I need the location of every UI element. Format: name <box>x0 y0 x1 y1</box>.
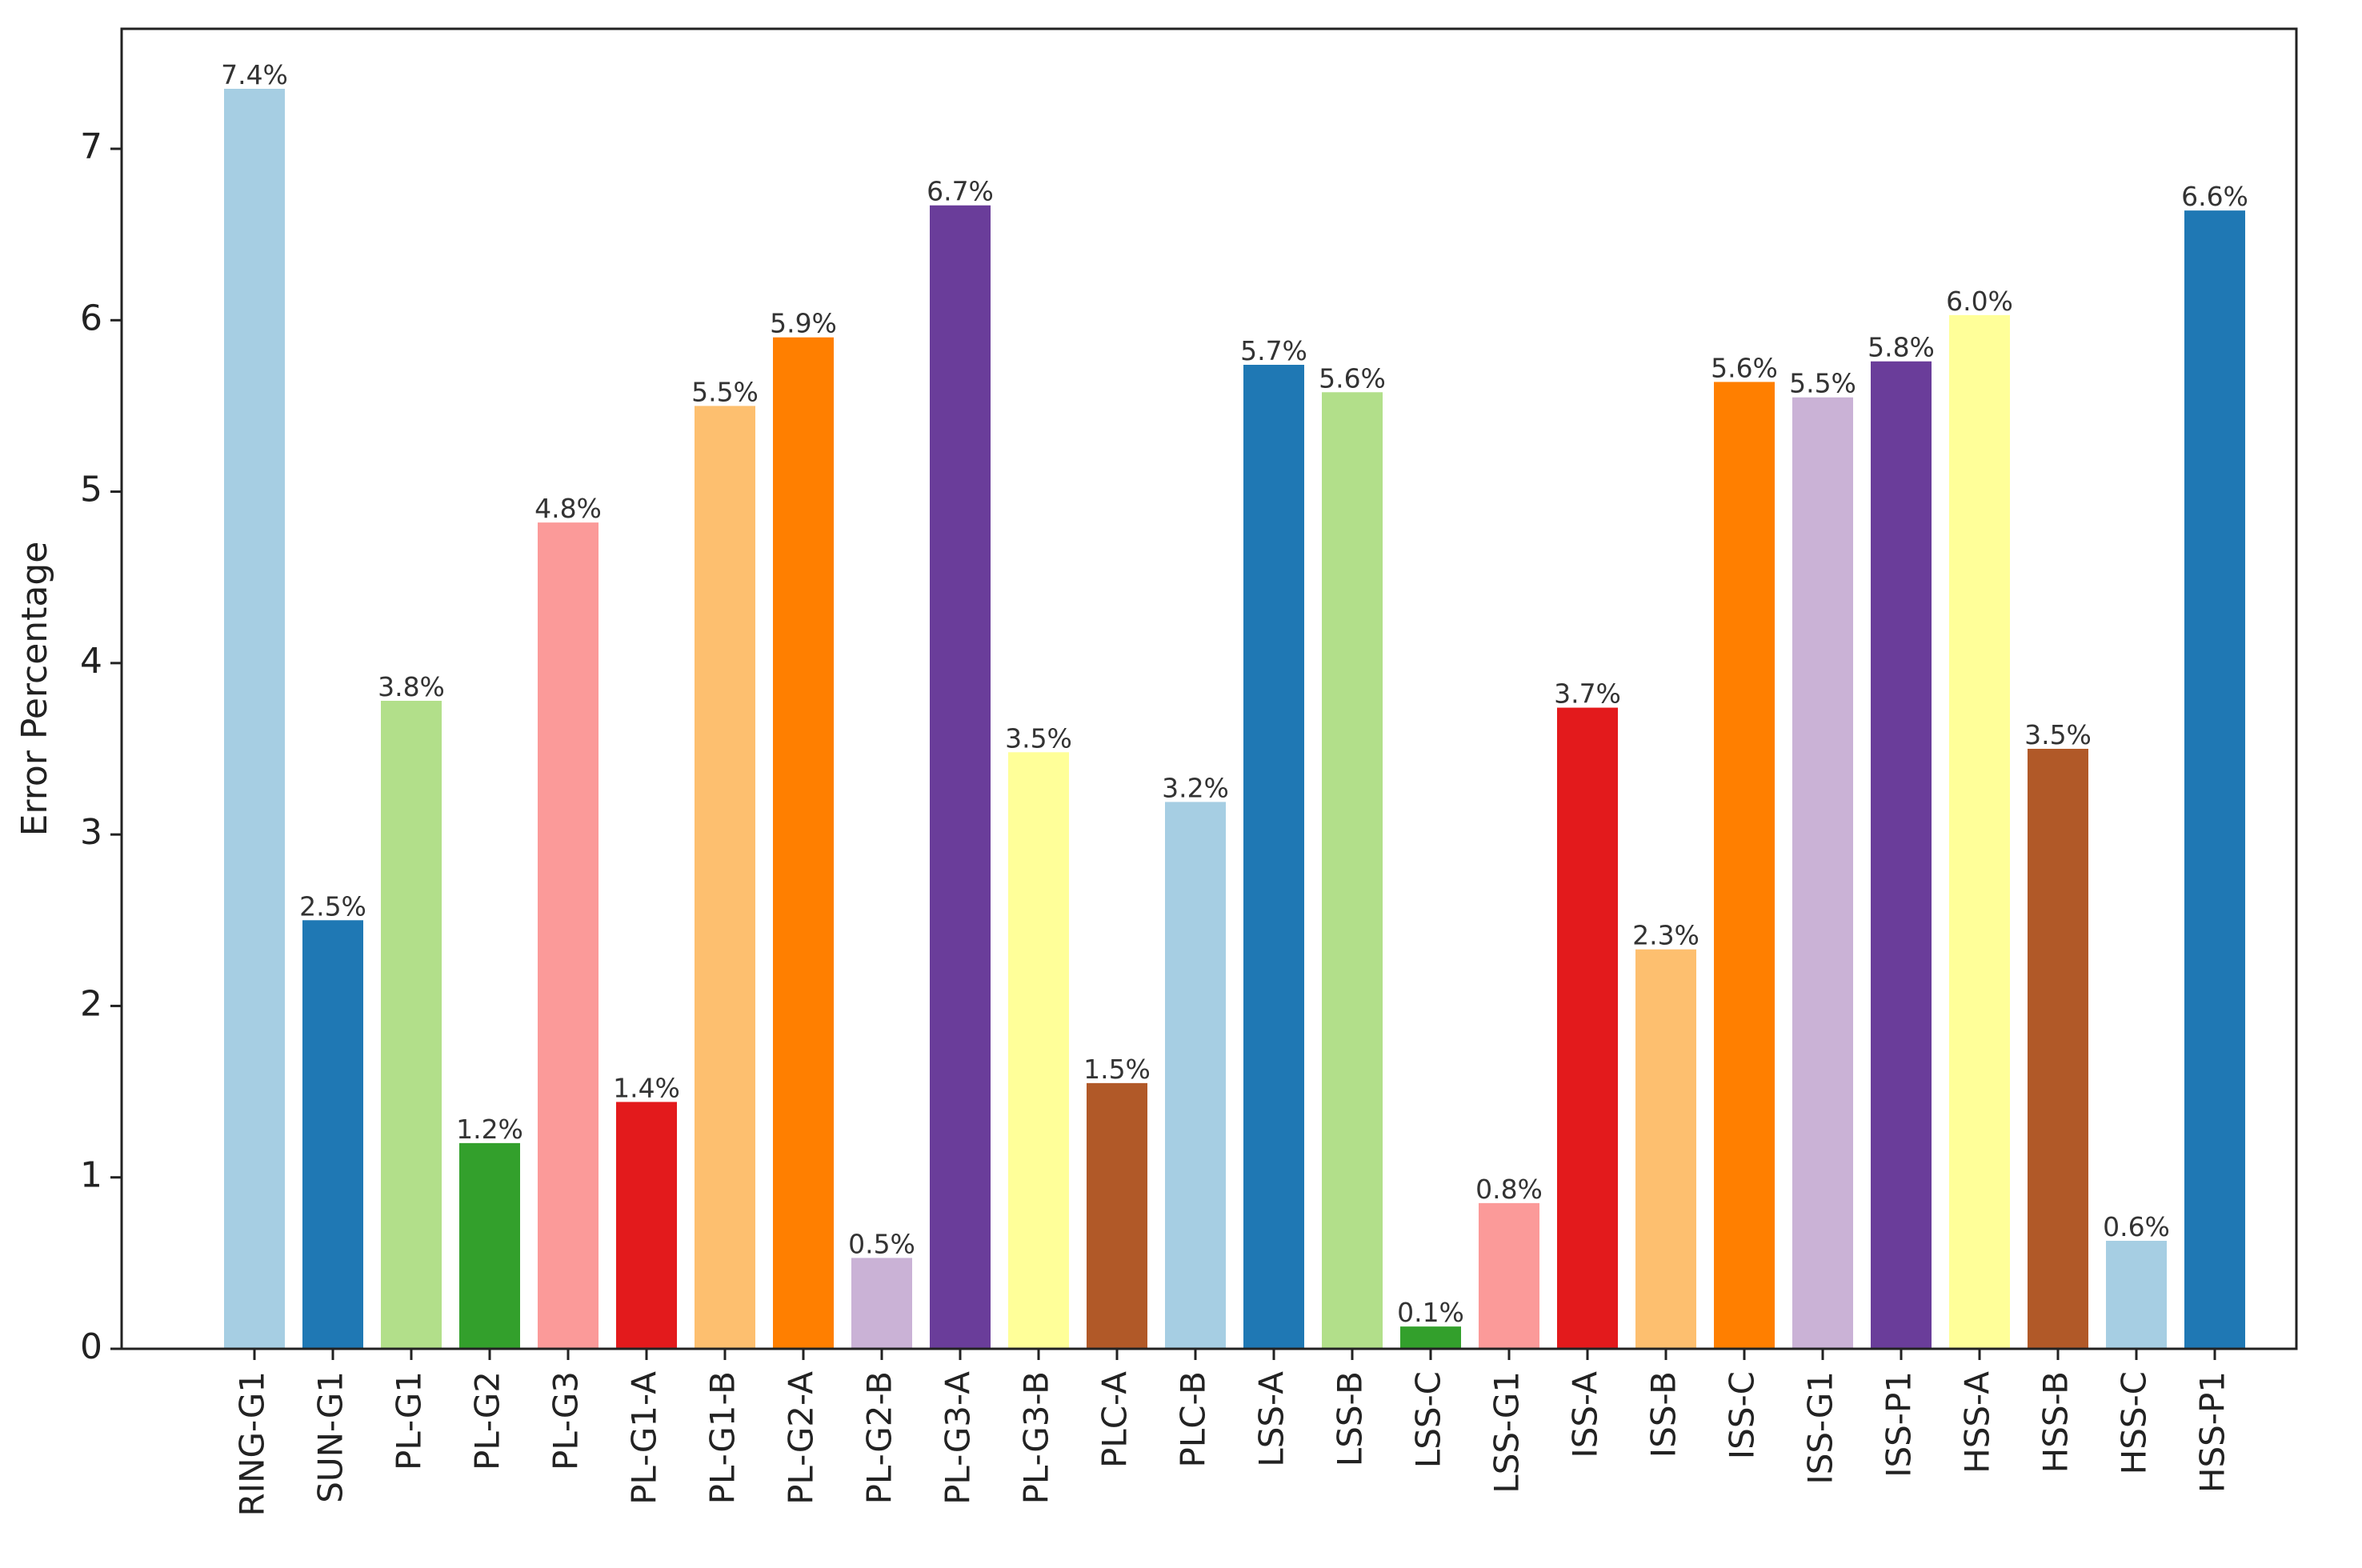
x-tick-label-pl-g1: PL-G1 <box>390 1371 429 1470</box>
x-tick-label-plc-a: PLC-A <box>1095 1371 1135 1468</box>
x-tick-label-hss-a: HSS-A <box>1958 1371 1997 1474</box>
data-label-hss-a: 6.0% <box>1946 286 2013 317</box>
x-tick-label-pl-g1-b: PL-G1-B <box>703 1371 743 1504</box>
x-tick-label-iss-c: ISS-C <box>1723 1371 1762 1459</box>
bar-ring-g1 <box>224 89 285 1349</box>
bar-hss-c <box>2106 1241 2167 1349</box>
data-label-lss-g1: 0.8% <box>1475 1174 1543 1205</box>
x-tick-label-iss-b: ISS-B <box>1644 1371 1683 1458</box>
y-tick-label-7: 7 <box>80 126 102 167</box>
bar-plc-b <box>1165 802 1226 1349</box>
x-tick-label-pl-g2-a: PL-G2-A <box>782 1371 821 1505</box>
x-tick-label-lss-a: LSS-A <box>1252 1371 1291 1467</box>
bar-lss-g1 <box>1479 1202 1539 1349</box>
bar-iss-c <box>1714 382 1775 1349</box>
bar-pl-g1 <box>381 701 442 1349</box>
bar-iss-g1 <box>1792 397 1853 1349</box>
bar-pl-g2 <box>459 1142 520 1349</box>
data-label-hss-p1: 6.6% <box>2181 181 2248 212</box>
data-label-pl-g2-b: 0.5% <box>848 1228 915 1259</box>
data-label-lss-c: 0.1% <box>1397 1297 1464 1328</box>
x-tick-label-lss-b: LSS-B <box>1331 1371 1370 1466</box>
bar-lss-c <box>1400 1326 1461 1349</box>
y-tick-label-5: 5 <box>80 470 102 510</box>
y-tick-label-3: 3 <box>80 812 102 853</box>
data-label-hss-b: 3.5% <box>2024 719 2092 750</box>
x-tick-label-iss-p1: ISS-P1 <box>1880 1371 1919 1478</box>
bar-sun-g1 <box>302 920 363 1349</box>
y-axis-title: Error Percentage <box>14 542 55 837</box>
x-tick-label-pl-g3: PL-G3 <box>546 1371 586 1470</box>
x-tick-label-pl-g2: PL-G2 <box>468 1371 507 1470</box>
bar-iss-b <box>1635 949 1696 1349</box>
data-label-pl-g3-b: 3.5% <box>1005 722 1072 754</box>
bar-hss-a <box>1949 314 2010 1349</box>
x-tick-label-iss-g1: ISS-G1 <box>1801 1371 1840 1485</box>
y-tick-label-4: 4 <box>80 641 102 682</box>
plot-frame <box>120 27 2298 1350</box>
y-tick-label-0: 0 <box>80 1326 102 1367</box>
x-tick-label-pl-g1-a: PL-G1-A <box>625 1371 664 1505</box>
bar-iss-a <box>1557 707 1618 1349</box>
data-label-lss-a: 5.7% <box>1240 335 1307 366</box>
bar-lss-a <box>1243 365 1304 1349</box>
x-tick-label-lss-g1: LSS-G1 <box>1487 1371 1527 1494</box>
bar-pl-g1-a <box>616 1102 677 1349</box>
bar-pl-g3-b <box>1008 752 1069 1349</box>
data-label-pl-g1-b: 5.5% <box>691 376 759 407</box>
data-label-pl-g3: 4.8% <box>534 493 602 524</box>
bar-pl-g2-b <box>851 1258 912 1349</box>
bar-lss-b <box>1322 392 1383 1350</box>
bar-plc-a <box>1087 1082 1147 1349</box>
data-label-iss-g1: 5.5% <box>1789 368 1856 399</box>
x-tick-label-lss-c: LSS-C <box>1409 1371 1448 1468</box>
data-label-hss-c: 0.6% <box>2103 1211 2170 1242</box>
data-label-sun-g1: 2.5% <box>299 890 366 922</box>
x-tick-label-hss-c: HSS-C <box>2115 1371 2154 1474</box>
bar-hss-b <box>2028 749 2088 1349</box>
y-axis: 0 1 2 3 4 5 6 7 <box>80 126 122 1367</box>
x-tick-label-pl-g3-b: PL-G3-B <box>1017 1371 1056 1504</box>
x-tick-label-hss-p1: HSS-P1 <box>2193 1371 2232 1493</box>
bars-group <box>224 89 2245 1350</box>
data-label-iss-p1: 5.8% <box>1868 332 1935 363</box>
data-label-iss-c: 5.6% <box>1711 352 1778 383</box>
data-labels-group: 7.4% 2.5% 3.8% 1.2% 4.8% 1.4% 5.5% 5.9% 0.5% 6.7%… <box>221 59 2248 1328</box>
data-label-iss-b: 2.3% <box>1632 920 1699 951</box>
data-label-pl-g1: 3.8% <box>378 671 445 702</box>
bar-pl-g3-a <box>930 205 991 1349</box>
data-label-plc-b: 3.2% <box>1162 772 1229 803</box>
x-tick-label-hss-b: HSS-B <box>2036 1371 2076 1473</box>
y-tick-label-2: 2 <box>80 983 102 1024</box>
y-tick-label-6: 6 <box>80 298 102 338</box>
bar-pl-g2-a <box>773 337 834 1349</box>
x-tick-label-pl-g3-a: PL-G3-A <box>939 1371 978 1505</box>
x-tick-label-ring-g1: RING-G1 <box>233 1371 272 1517</box>
data-label-pl-g1-a: 1.4% <box>613 1072 680 1103</box>
data-label-lss-b: 5.6% <box>1319 362 1386 394</box>
bar-hss-p1 <box>2184 210 2245 1350</box>
data-label-pl-g2-a: 5.9% <box>770 308 837 339</box>
data-label-pl-g3-a: 6.7% <box>927 176 994 207</box>
x-tick-label-iss-a: ISS-A <box>1566 1371 1605 1458</box>
bar-iss-p1 <box>1871 361 1932 1349</box>
data-label-plc-a: 1.5% <box>1083 1054 1151 1085</box>
data-label-pl-g2: 1.2% <box>456 1114 523 1145</box>
x-axis: RING-G1 SUN-G1 PL-G1 PL-G2 PL-G3 PL-G1-A PL-G1… <box>233 1349 2232 1517</box>
data-label-ring-g1: 7.4% <box>221 59 288 90</box>
x-tick-label-pl-g2-b: PL-G2-B <box>860 1371 899 1504</box>
y-tick-label-1: 1 <box>80 1155 102 1196</box>
bar-pl-g1-b <box>695 406 755 1349</box>
x-tick-label-sun-g1: SUN-G1 <box>311 1371 350 1503</box>
x-tick-label-plc-b: PLC-B <box>1174 1371 1213 1468</box>
bar-pl-g3 <box>538 522 599 1350</box>
data-label-iss-a: 3.7% <box>1554 678 1621 710</box>
